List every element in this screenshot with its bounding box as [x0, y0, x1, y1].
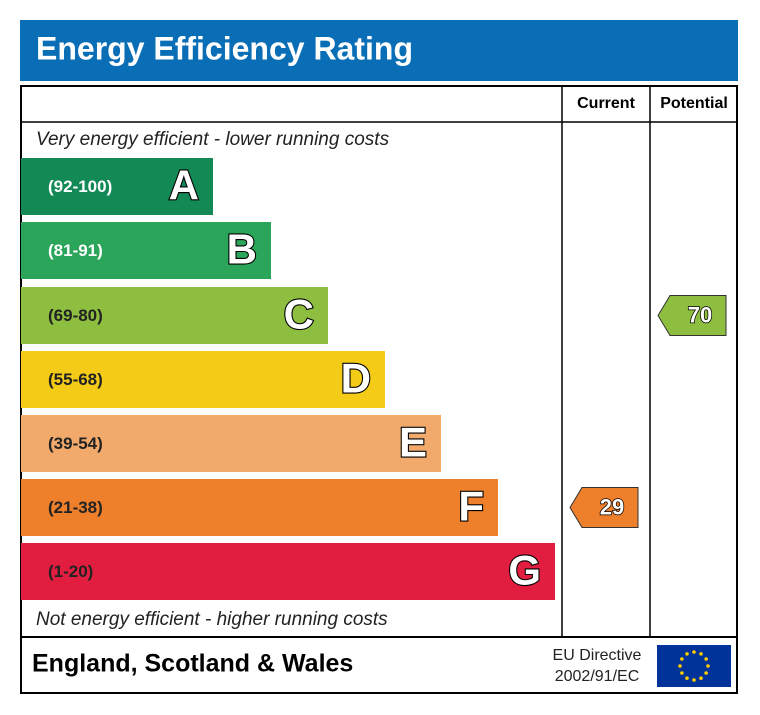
- band-range: (55-68): [48, 370, 103, 389]
- band-letter: A: [169, 162, 199, 209]
- rating-value: 70: [688, 302, 712, 327]
- eu-flag: [657, 645, 731, 687]
- band-letter: E: [399, 419, 427, 466]
- band-letter: B: [227, 226, 257, 273]
- band: [21, 158, 213, 215]
- band: [21, 543, 555, 600]
- band-letter: G: [508, 547, 541, 594]
- column-header: Current: [577, 95, 635, 112]
- band-range: (69-80): [48, 306, 103, 325]
- band: [21, 415, 441, 472]
- bands: (92-100) A (81-91) B (69-80) C (55-68) D (39-54)…: [21, 158, 555, 600]
- arrows: 29 70: [569, 295, 727, 528]
- band: [21, 479, 498, 536]
- band-range: (92-100): [48, 177, 112, 196]
- region: England, Scotland & Wales: [32, 650, 353, 678]
- band-range: (1-20): [48, 562, 93, 581]
- bottom-note: Not energy efficient - higher running co…: [36, 609, 388, 630]
- band-letter: D: [341, 355, 371, 402]
- top-note: Very energy efficient - lower running co…: [36, 129, 390, 150]
- band: [21, 222, 271, 279]
- band-range: (21-38): [48, 498, 103, 517]
- rating-arrow: [569, 487, 639, 528]
- rating-arrow: [657, 295, 727, 336]
- band-range: (81-91): [48, 241, 103, 260]
- band: [21, 287, 328, 344]
- directive: 2002/91/EC: [555, 668, 640, 685]
- column-header: Potential: [660, 95, 728, 112]
- band-letter: C: [284, 291, 314, 338]
- title: Energy Efficiency Rating: [36, 30, 413, 66]
- directive: EU Directive: [553, 647, 642, 664]
- band: [21, 351, 385, 408]
- band-range: (39-54): [48, 434, 103, 453]
- header-bar: [20, 20, 738, 81]
- band-letter: F: [458, 483, 484, 530]
- rating-value: 29: [600, 494, 624, 519]
